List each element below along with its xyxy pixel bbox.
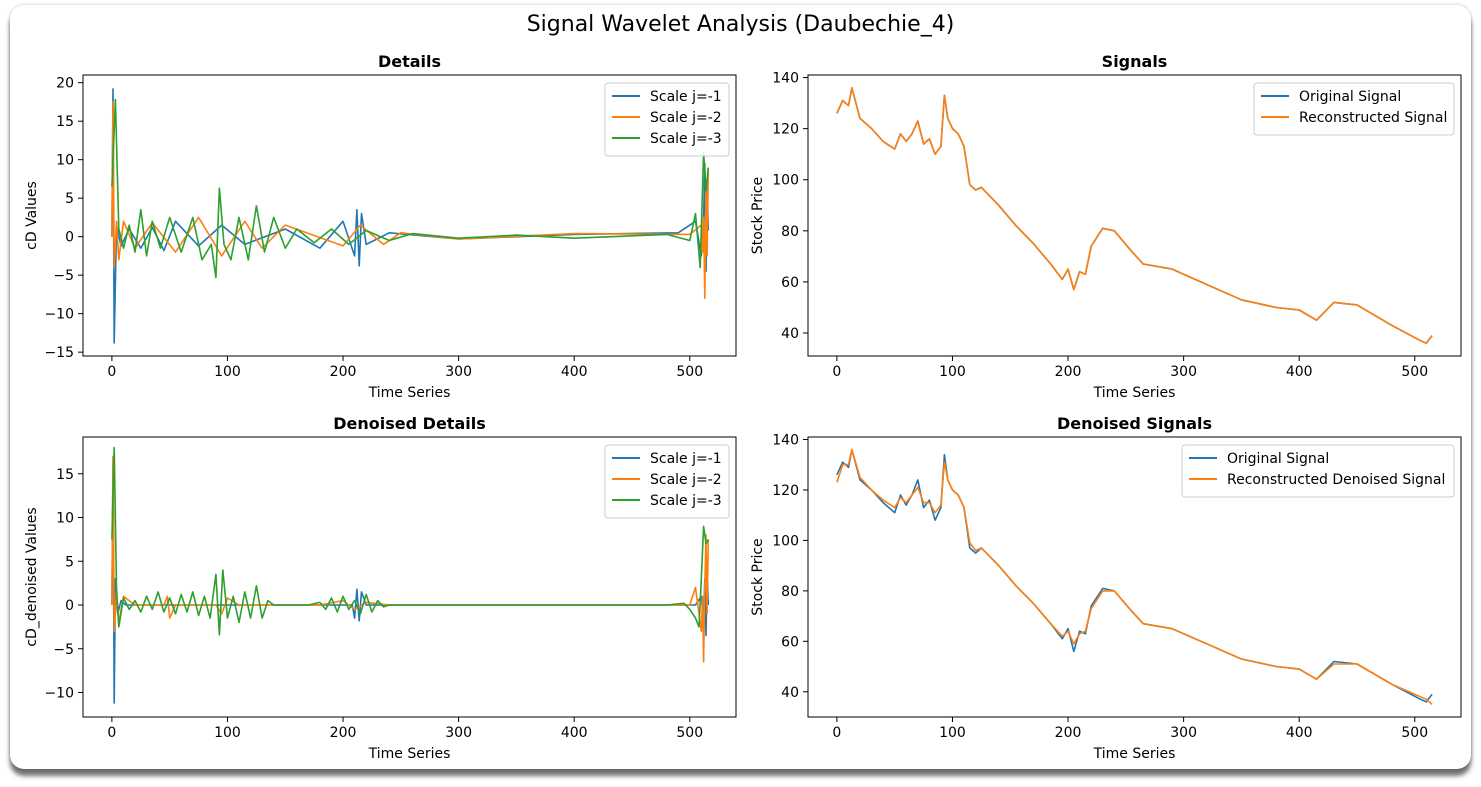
series-line-3 — [111, 98, 710, 279]
axes-frame — [807, 74, 1462, 357]
legend-entry: Scale j=-3 — [650, 493, 722, 509]
y-tick-label: 5 — [65, 191, 74, 207]
x-tick-label: 500 — [676, 725, 703, 741]
series-group — [111, 88, 710, 344]
y-tick-label: 20 — [56, 76, 74, 92]
series-line-3 — [111, 446, 710, 636]
y-tick-label: 80 — [781, 584, 799, 600]
x-axis-label: Time Series — [368, 746, 451, 762]
x-tick-label: 100 — [939, 725, 966, 741]
y-tick-label: 15 — [56, 467, 74, 483]
figure-title: Signal Wavelet Analysis (Daubechie_4) — [526, 12, 955, 37]
chart-title: Denoised Details — [333, 414, 485, 433]
x-tick-label: 0 — [107, 364, 116, 380]
legend: Scale j=-1 Scale j=-2 Scale j=-3 — [604, 82, 730, 157]
x-axis-label: Time Series — [1093, 746, 1176, 762]
chart-1: 0 100 200 300 400 500 −15 −10 −5 0 5 10 15 20 Details T… — [24, 52, 737, 401]
y-tick-label: 140 — [772, 71, 799, 87]
x-tick-label: 200 — [1055, 364, 1082, 380]
x-tick-label: 100 — [214, 364, 241, 380]
y-tick-label: 100 — [772, 533, 799, 549]
y-tick-label: 5 — [65, 554, 74, 570]
x-tick-label: 300 — [445, 725, 472, 741]
chart-4: 0 100 200 300 400 500 40 60 80 100 120 140 Denoised … — [750, 414, 1462, 762]
x-tick-label: 500 — [1401, 725, 1428, 741]
x-tick-label: 100 — [939, 364, 966, 380]
y-tick-label: 100 — [772, 173, 799, 189]
y-tick-label: −10 — [44, 307, 74, 323]
y-axis-label: cD Values — [24, 181, 40, 250]
x-tick-label: 400 — [1286, 364, 1313, 380]
axes-frame — [82, 74, 737, 357]
y-tick-label: 0 — [65, 230, 74, 246]
x-tick-label: 300 — [445, 364, 472, 380]
axes-frame — [807, 436, 1462, 718]
chart-2: 0 100 200 300 400 500 40 60 80 100 120 140 Signals Ti… — [750, 52, 1462, 401]
legend: Original Signal Reconstructed Denoised Si… — [1181, 444, 1455, 498]
axes-frame — [82, 436, 737, 718]
y-axis-label: Stock Price — [750, 538, 766, 615]
series-line-2 — [836, 448, 1433, 706]
legend-entry: Reconstructed Signal — [1299, 110, 1447, 126]
x-tick-label: 200 — [330, 725, 357, 741]
chart-title: Signals — [1102, 52, 1168, 71]
x-axis-label: Time Series — [1093, 385, 1176, 401]
series-group — [836, 87, 1433, 345]
x-tick-label: 400 — [561, 364, 588, 380]
y-tick-label: −5 — [53, 642, 74, 658]
y-tick-label: 10 — [56, 153, 74, 169]
legend-entry: Reconstructed Denoised Signal — [1227, 472, 1445, 488]
x-tick-label: 0 — [832, 725, 841, 741]
x-tick-label: 500 — [676, 364, 703, 380]
y-tick-label: −15 — [44, 345, 74, 361]
y-tick-label: −5 — [53, 268, 74, 284]
chart-title: Denoised Signals — [1057, 414, 1212, 433]
y-tick-label: 40 — [781, 685, 799, 701]
legend-entry: Scale j=-2 — [650, 472, 722, 488]
y-tick-label: 140 — [772, 433, 799, 449]
series-group — [111, 446, 710, 704]
x-tick-label: 400 — [1286, 725, 1313, 741]
legend-box — [1181, 444, 1455, 498]
y-tick-label: 10 — [56, 511, 74, 527]
y-tick-label: 15 — [56, 114, 74, 130]
legend-box — [1253, 82, 1455, 136]
series-line-2 — [836, 87, 1433, 345]
y-tick-label: −10 — [44, 686, 74, 702]
x-tick-label: 200 — [330, 364, 357, 380]
y-tick-label: 60 — [781, 634, 799, 650]
x-tick-label: 0 — [107, 725, 116, 741]
y-tick-label: 120 — [772, 122, 799, 138]
y-tick-label: 80 — [781, 224, 799, 240]
y-tick-label: 60 — [781, 275, 799, 291]
figure-card — [10, 5, 1471, 769]
chart-title: Details — [378, 52, 441, 71]
series-group — [836, 448, 1433, 706]
x-tick-label: 500 — [1401, 364, 1428, 380]
legend-entry: Scale j=-1 — [650, 451, 722, 467]
x-tick-label: 300 — [1170, 364, 1197, 380]
x-tick-label: 400 — [561, 725, 588, 741]
y-axis-label: Stock Price — [750, 177, 766, 254]
y-tick-label: 0 — [65, 598, 74, 614]
legend-entry: Scale j=-3 — [650, 131, 722, 147]
x-tick-label: 300 — [1170, 725, 1197, 741]
legend: Original Signal Reconstructed Signal — [1253, 82, 1455, 136]
y-tick-label: 120 — [772, 483, 799, 499]
legend-entry: Original Signal — [1299, 89, 1401, 105]
legend-entry: Scale j=-2 — [650, 110, 722, 126]
legend-entry: Original Signal — [1227, 451, 1329, 467]
x-axis-label: Time Series — [368, 385, 451, 401]
x-tick-label: 100 — [214, 725, 241, 741]
x-tick-label: 200 — [1055, 725, 1082, 741]
chart-3: 0 100 200 300 400 500 −10 −5 0 5 10 15 Denoised Deta… — [24, 414, 737, 762]
y-tick-label: 40 — [781, 326, 799, 342]
legend: Scale j=-1 Scale j=-2 Scale j=-3 — [604, 444, 730, 519]
y-axis-label: cD_denoised Values — [24, 507, 40, 646]
x-tick-label: 0 — [832, 364, 841, 380]
legend-entry: Scale j=-1 — [650, 89, 722, 105]
